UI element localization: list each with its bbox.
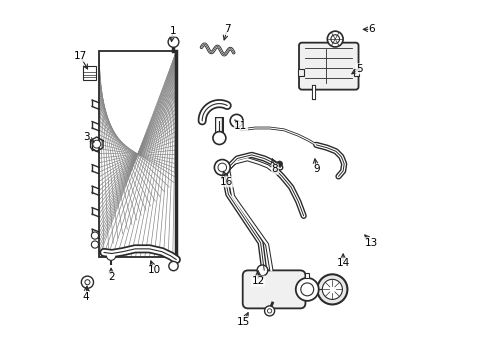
- Text: 11: 11: [234, 121, 247, 131]
- Bar: [353, 69, 359, 76]
- Circle shape: [168, 37, 179, 47]
- Bar: [99, 51, 176, 257]
- Circle shape: [326, 31, 343, 47]
- Circle shape: [330, 35, 339, 43]
- Text: 10: 10: [147, 265, 161, 275]
- Circle shape: [276, 161, 282, 167]
- Circle shape: [267, 309, 271, 313]
- Circle shape: [85, 280, 90, 285]
- Text: 9: 9: [312, 164, 319, 174]
- Circle shape: [91, 241, 99, 248]
- Text: 3: 3: [82, 132, 89, 142]
- Text: 2: 2: [107, 272, 114, 282]
- Circle shape: [300, 283, 313, 296]
- Bar: [298, 69, 303, 76]
- Circle shape: [317, 274, 346, 305]
- Circle shape: [257, 265, 267, 276]
- Text: 14: 14: [336, 258, 349, 268]
- Circle shape: [93, 140, 101, 148]
- Text: 15: 15: [237, 317, 250, 327]
- Text: 1: 1: [169, 26, 176, 36]
- Circle shape: [322, 279, 342, 300]
- Circle shape: [214, 159, 230, 175]
- Text: 17: 17: [74, 51, 87, 61]
- Text: 16: 16: [220, 177, 233, 187]
- FancyBboxPatch shape: [242, 270, 305, 309]
- Bar: [99, 51, 176, 257]
- Text: 12: 12: [251, 276, 264, 286]
- Text: 7: 7: [224, 24, 230, 35]
- Circle shape: [81, 276, 93, 288]
- Text: 5: 5: [355, 64, 362, 74]
- Circle shape: [212, 132, 225, 144]
- Bar: [83, 66, 96, 80]
- Bar: [305, 273, 309, 278]
- Text: 13: 13: [365, 238, 378, 248]
- Circle shape: [106, 251, 116, 260]
- Text: 4: 4: [82, 292, 89, 302]
- Circle shape: [264, 306, 274, 316]
- Circle shape: [218, 163, 226, 172]
- Circle shape: [230, 114, 243, 127]
- Text: 6: 6: [368, 24, 374, 35]
- Circle shape: [295, 278, 318, 301]
- Text: 8: 8: [271, 164, 278, 174]
- Circle shape: [168, 261, 178, 271]
- FancyBboxPatch shape: [298, 42, 358, 90]
- Circle shape: [91, 232, 99, 239]
